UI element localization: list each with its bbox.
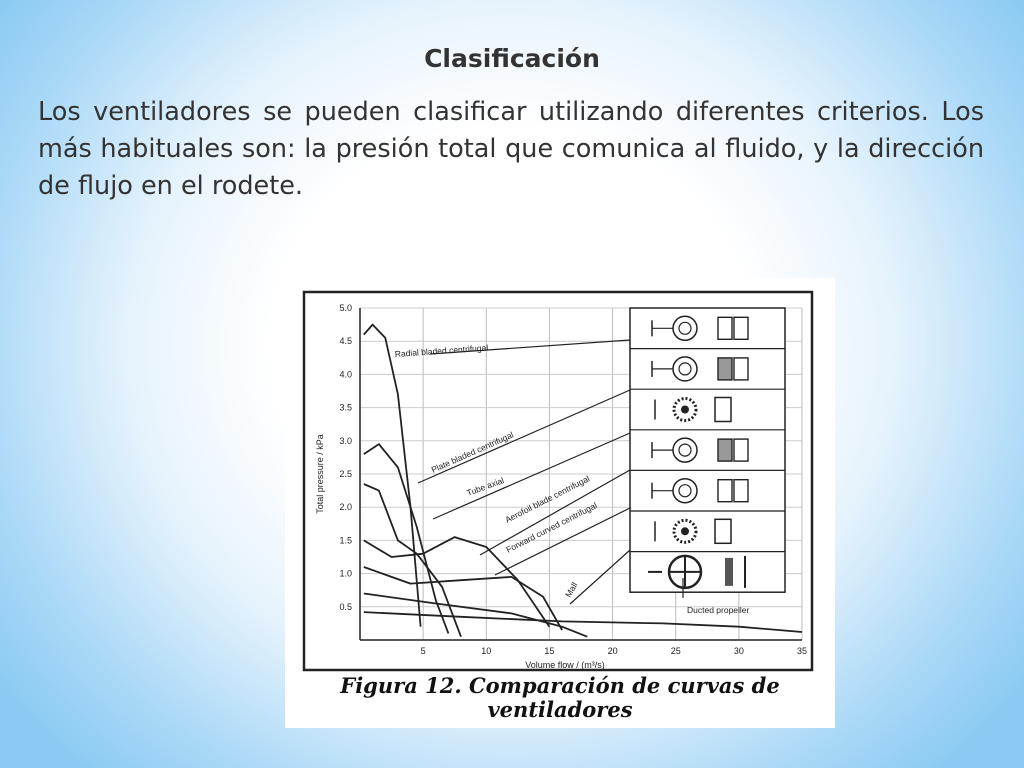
casing-icon [733,316,749,340]
x-tick-label: 15 [544,646,554,656]
y-tick-label: 4.5 [339,336,352,346]
curve-7 [363,611,803,633]
y-tick-label: 5.0 [339,303,352,313]
impeller-icon [678,321,692,335]
casing-icon [717,478,733,503]
y-tick-label: 4.0 [339,369,352,379]
y-tick-label: 0.5 [339,602,352,612]
casing-icon [733,438,749,462]
y-tick-label: 2.0 [339,502,352,512]
y-tick-label: 1.5 [339,535,352,545]
curve-annotation-label: Ducted propeller [687,605,750,615]
casing-icon [717,438,733,462]
annotation-leader [479,469,631,556]
x-tick-label: 10 [481,646,491,656]
hub-icon [681,527,689,536]
impeller-icon [678,484,692,498]
axial-fan-icon [672,397,698,422]
hub-icon [681,405,689,414]
x-tick-label: 20 [608,646,618,656]
housing-icon [714,396,732,423]
curve-5 [363,566,563,631]
annotation-leader [569,549,631,605]
casing-icon [717,316,733,340]
figure-caption-line-2: ventiladores [487,697,633,722]
figure-caption-line-1: Figura 12. Comparación de curvas de [340,673,780,698]
casing-icon [733,357,749,381]
x-tick-label: 5 [421,646,426,656]
curve-annotation-label: Tube axial [465,475,505,498]
slide-body-text: Los ventiladores se pueden clasificar ut… [38,97,984,201]
casing-icon [733,478,749,503]
axial-fan-icon [672,518,698,544]
curve-annotation-label: Plate bladed centrifugal [430,430,515,475]
slide-title: Clasificación [424,44,600,73]
x-tick-label: 35 [797,646,807,656]
curve-3 [363,483,462,638]
curve-annotation-label: Mall [563,580,580,599]
annotation-leader [429,339,631,355]
motor-icon [725,557,733,586]
y-axis-label: Total pressure / kPa [315,434,325,514]
x-tick-label: 25 [671,646,681,656]
curve-annotation-label: Radial bladed centrifugal [394,342,488,359]
figure-fan-curves: 5 10 15 20 25 30 35 5.0 4.5 4.0 3.5 3.0 2.5 2.0 1.5 1.0… [285,278,835,728]
fan-curves-chart: 5 10 15 20 25 30 35 5.0 4.5 4.0 3.5 3.0 2.5 2.0 1.5 1.0… [302,290,814,672]
curve-2 [363,443,450,634]
curve-6 [363,592,588,638]
impeller-icon [678,362,692,376]
figure-frame [302,290,814,672]
annotation-leader [494,507,631,576]
x-axis-label: Volume flow / (m³/s) [525,660,605,670]
casing-icon [717,357,733,381]
housing-icon [714,518,732,545]
y-tick-label: 3.0 [339,436,352,446]
y-tick-label: 2.5 [339,469,352,479]
curve-1 [363,323,422,627]
x-tick-label: 30 [734,646,744,656]
figure-caption: Figura 12. Comparación de curvas de vent… [285,674,835,722]
annotation-leader [432,432,631,520]
y-tick-label: 3.5 [339,403,352,413]
annotation-leader [417,389,631,484]
impeller-icon [678,443,692,457]
y-tick-label: 1.0 [339,569,352,579]
